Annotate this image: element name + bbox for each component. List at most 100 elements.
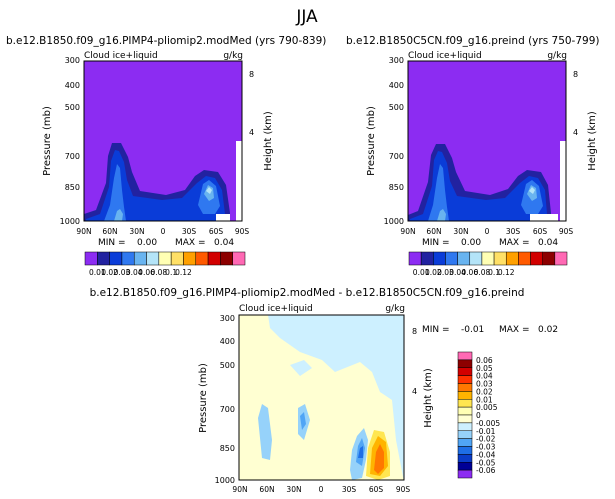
colorbar-label: -0.005 <box>476 419 500 428</box>
season-title: JJA <box>295 7 318 27</box>
colorbar-swatch <box>457 391 473 400</box>
x-tick-label: 90S <box>396 485 411 494</box>
colorbar: 0.010.020.030.040.060.080.10.12 <box>84 251 246 277</box>
colorbar-swatch <box>469 251 483 266</box>
x-axis-ticks: 90N 60N 30N 0 30S 60S 90S <box>76 227 249 236</box>
panel-control-title: b.e12.B1850C5CN.f09_g16.preind (yrs 750-… <box>346 35 599 47</box>
nh-negative-core <box>300 412 306 430</box>
colorbar-label: 0.08 <box>474 268 491 277</box>
colorbar-swatch <box>84 251 98 266</box>
y2-tick-label: 4 <box>249 128 254 137</box>
x-tick-label: 60S <box>533 227 548 236</box>
min-label: MIN = <box>422 238 450 248</box>
missing-data-band <box>216 214 230 221</box>
colorbar-label: 0.03 <box>437 268 454 277</box>
y-tick-label: 700 <box>220 405 235 414</box>
colorbar-label: -0.01 <box>476 427 496 436</box>
colorbar-swatch <box>158 251 172 266</box>
nh-negative-patch <box>258 404 310 460</box>
colorbar-swatch <box>232 251 246 266</box>
contour-level-5 <box>206 187 212 194</box>
colorbar-label: 0.12 <box>175 268 192 277</box>
y2-tick-label: 4 <box>573 128 578 137</box>
colorbar-label: 0.12 <box>498 268 515 277</box>
colorbar-swatch <box>481 251 495 266</box>
max-value: 0.02 <box>538 325 558 335</box>
colorbar-label: 0.1 <box>165 268 177 277</box>
y-tick-label: 500 <box>389 103 404 112</box>
colorbar-swatch <box>457 383 473 392</box>
colorbar-label: 0.02 <box>101 268 118 277</box>
cloud-contours <box>84 141 242 221</box>
panel-difference-units: g/kg <box>385 304 405 314</box>
max-label: MAX = <box>175 238 206 248</box>
colorbar-label: 0.04 <box>476 372 493 381</box>
y-tick-label: 400 <box>389 81 404 90</box>
colorbar-swatch <box>457 251 471 266</box>
y-tick-label: 400 <box>220 337 235 346</box>
colorbar: 0.010.020.030.040.060.080.10.12 <box>408 251 568 277</box>
panel-model-units: g/kg <box>223 51 243 61</box>
y2-axis-ticks: 8 4 <box>249 70 254 137</box>
panel-difference-field-label: Cloud ice+liquid <box>239 304 313 314</box>
x-tick-label: 0 <box>161 227 166 236</box>
y2-axis-ticks: 8 4 <box>573 70 578 137</box>
y2-tick-label: 8 <box>412 327 417 336</box>
panel-difference-y2label: Height (km) <box>423 368 434 428</box>
max-value: 0.04 <box>538 238 558 248</box>
y-axis-ticks: 300 400 500 700 850 1000 <box>215 314 235 485</box>
colorbar-swatch <box>183 251 197 266</box>
panel-control-ylabel: Pressure (mb) <box>366 106 377 176</box>
colorbar-swatch <box>121 251 135 266</box>
x-tick-label: 60N <box>426 227 441 236</box>
x-tick-label: 0 <box>485 227 490 236</box>
min-value: -0.01 <box>461 325 484 335</box>
panel-control-y2label: Height (km) <box>587 111 598 171</box>
colorbar-swatch <box>109 251 123 266</box>
y-tick-label: 1000 <box>384 217 404 226</box>
anomaly-contours <box>258 315 404 482</box>
colorbar-label: 0.06 <box>461 268 478 277</box>
colorbar-label: 0.03 <box>114 268 131 277</box>
colorbar-swatch <box>542 251 556 266</box>
min-max-readout: MIN = 0.00 MAX = 0.04 <box>98 238 234 248</box>
missing-data-edge <box>560 141 566 221</box>
negative-anomaly-upper <box>268 315 404 482</box>
colorbar-swatch <box>457 406 473 416</box>
colorbar-swatch <box>170 251 184 266</box>
max-label: MAX = <box>499 238 530 248</box>
y-tick-label: 850 <box>220 444 235 453</box>
missing-data-edge <box>236 141 242 221</box>
y-tick-label: 700 <box>389 152 404 161</box>
colorbar-swatch <box>195 251 209 266</box>
colorbar-swatch <box>457 469 473 479</box>
colorbar-label: 0.08 <box>150 268 167 277</box>
colorbar-swatch <box>457 446 473 455</box>
colorbar-swatch <box>220 251 233 266</box>
colorbar-label: -0.04 <box>476 450 496 459</box>
y2-tick-label: 4 <box>412 387 417 396</box>
x-tick-label: 90S <box>235 227 250 236</box>
max-value: 0.04 <box>214 238 234 248</box>
x-tick-label: 0 <box>319 485 324 494</box>
so-negative-core <box>358 446 363 458</box>
colorbar-swatch <box>457 422 473 431</box>
colorbar-swatch <box>457 462 473 471</box>
plot-frame <box>83 60 243 222</box>
y-tick-label: 300 <box>220 314 235 323</box>
min-label: MIN = <box>422 325 450 335</box>
panel-model-y2label: Height (km) <box>263 111 274 171</box>
x-axis-ticks: 90N 60N 30N 0 30S 60S 90S <box>400 227 573 236</box>
colorbar-label: 0.04 <box>126 268 143 277</box>
y-tick-label: 1000 <box>215 476 235 485</box>
colorbar-label: 0.01 <box>89 268 106 277</box>
y-axis-ticks: 300 400 500 700 850 1000 <box>60 56 80 226</box>
colorbar-swatch <box>554 251 568 266</box>
panel-difference-title: b.e12.B1850.f09_g16.PIMP4-pliomip2.modMe… <box>90 287 525 299</box>
y-tick-label: 500 <box>65 103 80 112</box>
x-tick-label: 30S <box>342 485 357 494</box>
min-value: 0.00 <box>461 238 481 248</box>
colorbar-label: 0.04 <box>449 268 466 277</box>
panel-difference: b.e12.B1850.f09_g16.PIMP4-pliomip2.modMe… <box>90 287 558 494</box>
colorbar-label: 0.03 <box>476 380 493 389</box>
